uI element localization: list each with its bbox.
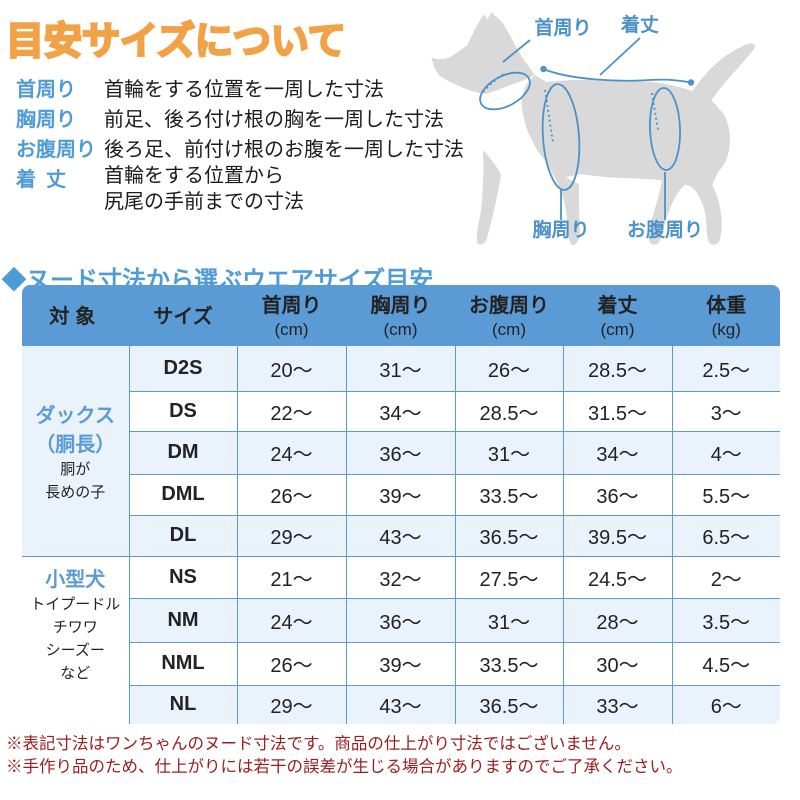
svg-text:首周り: 首周り (534, 16, 591, 39)
svg-text:着丈: 着丈 (621, 13, 659, 36)
svg-text:お腹周り: お腹周り (627, 218, 703, 241)
svg-text:胸周り: 胸周り (532, 218, 589, 241)
